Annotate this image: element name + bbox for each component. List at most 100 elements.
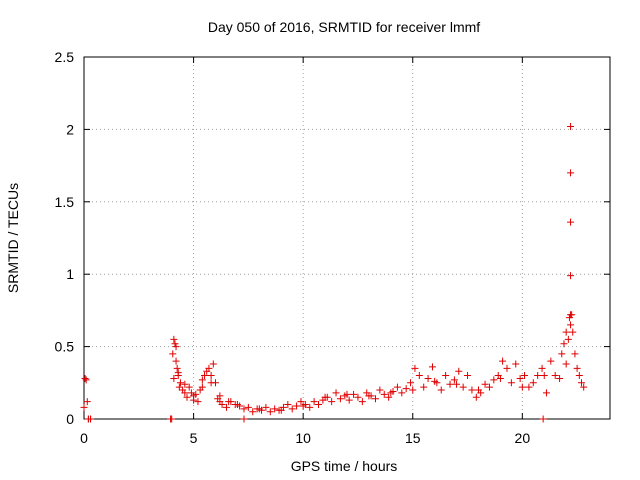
data-point xyxy=(255,405,263,413)
data-point xyxy=(83,398,91,406)
data-point xyxy=(573,364,581,372)
data-point xyxy=(490,376,498,384)
data-point xyxy=(567,123,575,131)
data-point xyxy=(539,415,547,423)
data-point xyxy=(185,383,193,391)
data-point xyxy=(496,374,504,382)
data-point xyxy=(398,389,406,397)
data-point xyxy=(297,398,305,406)
data-point xyxy=(169,350,177,358)
data-point xyxy=(244,403,252,411)
data-point xyxy=(567,272,575,280)
data-point xyxy=(371,395,379,403)
data-point xyxy=(190,392,198,400)
data-point xyxy=(345,396,353,404)
axis-ticks xyxy=(83,56,610,420)
data-point xyxy=(222,403,230,411)
data-point xyxy=(442,372,450,380)
data-point xyxy=(542,389,550,397)
data-point xyxy=(175,383,183,391)
data-point xyxy=(446,380,454,388)
data-point xyxy=(218,401,226,409)
data-point xyxy=(562,360,570,368)
data-point xyxy=(499,357,507,365)
data-point xyxy=(428,363,436,371)
data-point xyxy=(569,328,577,336)
data-point xyxy=(293,402,301,410)
data-point xyxy=(521,372,529,380)
data-point xyxy=(485,383,493,391)
data-point xyxy=(534,372,542,380)
data-point xyxy=(310,398,318,406)
x-tick-label: 15 xyxy=(405,430,421,446)
data-point xyxy=(437,386,445,394)
data-point xyxy=(409,386,417,394)
data-point xyxy=(354,393,362,401)
data-point xyxy=(198,383,206,391)
data-point xyxy=(393,383,401,391)
y-tick-label: 0.5 xyxy=(55,339,75,355)
y-tick-label: 2.5 xyxy=(55,49,75,65)
chart-title: Day 050 of 2016, SRMTID for receiver lmm… xyxy=(208,19,480,35)
plot-area-border xyxy=(83,56,611,420)
data-point xyxy=(411,364,419,372)
data-point xyxy=(431,377,439,385)
data-point xyxy=(288,405,296,413)
data-point xyxy=(306,403,314,411)
data-point xyxy=(507,379,515,387)
data-point xyxy=(556,374,564,382)
data-point xyxy=(205,364,213,372)
data-point xyxy=(350,390,358,398)
data-point xyxy=(343,390,351,398)
data-point xyxy=(299,402,307,410)
data-point xyxy=(547,357,555,365)
data-point xyxy=(562,328,570,336)
data-point xyxy=(172,343,180,351)
data-point xyxy=(328,398,336,406)
data-point xyxy=(415,372,423,380)
data-point xyxy=(459,383,467,391)
data-point xyxy=(240,415,248,423)
x-tick-label: 5 xyxy=(190,430,198,446)
tick-labels: 0 5 10 15 20 0 0.5 1 1.5 2 2.5 xyxy=(55,49,531,446)
data-point xyxy=(420,383,428,391)
data-point xyxy=(525,383,533,391)
data-point xyxy=(321,393,329,401)
data-point xyxy=(512,360,520,368)
x-tick-label: 20 xyxy=(515,430,531,446)
data-points xyxy=(80,123,588,423)
x-tick-label: 0 xyxy=(80,430,88,446)
data-point xyxy=(580,383,588,391)
y-tick-label: 1.5 xyxy=(55,194,75,210)
data-point xyxy=(225,398,233,406)
data-point xyxy=(402,385,410,393)
data-point xyxy=(464,372,472,380)
data-point xyxy=(407,379,415,387)
data-point xyxy=(567,321,575,329)
data-point xyxy=(516,374,524,382)
data-point xyxy=(551,372,559,380)
data-point xyxy=(385,393,393,401)
y-tick-label: 2 xyxy=(66,121,74,137)
data-point xyxy=(170,374,178,382)
data-point xyxy=(376,386,384,394)
x-axis-label: GPS time / hours xyxy=(291,458,398,474)
data-point xyxy=(567,218,575,226)
data-point xyxy=(194,398,202,406)
data-point xyxy=(332,389,340,397)
data-point xyxy=(380,390,388,398)
data-point xyxy=(518,383,526,391)
data-point xyxy=(571,350,579,358)
data-point xyxy=(284,401,292,409)
data-point xyxy=(87,415,95,423)
data-point xyxy=(578,379,586,387)
data-point xyxy=(240,405,248,413)
data-point xyxy=(181,380,189,388)
data-point xyxy=(503,364,511,372)
data-point xyxy=(216,392,224,400)
y-tick-label: 0 xyxy=(66,411,74,427)
data-point xyxy=(540,372,548,380)
data-point xyxy=(176,379,184,387)
data-point xyxy=(266,408,274,416)
